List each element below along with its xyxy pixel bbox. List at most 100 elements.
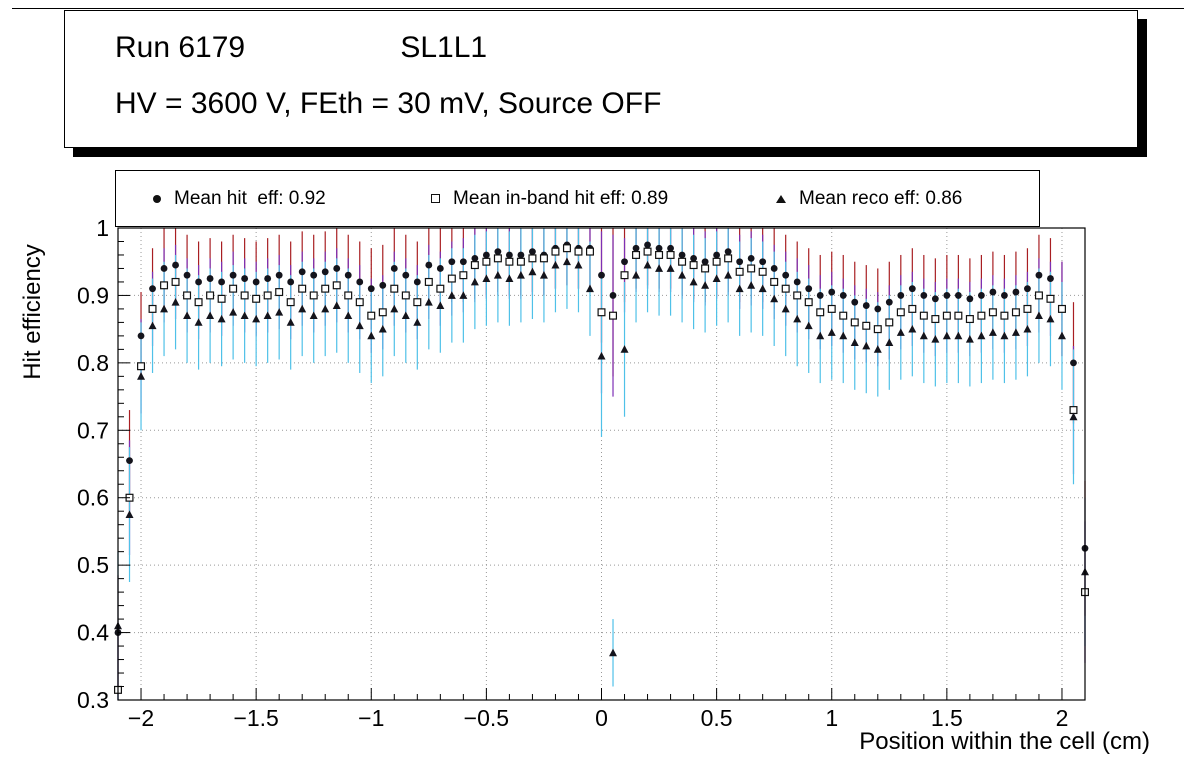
data-point-triangle <box>367 331 376 340</box>
data-point-circle <box>644 241 651 249</box>
data-point-square <box>862 321 871 330</box>
data-point-square <box>896 308 905 317</box>
data-point-triangle <box>459 291 468 299</box>
data-point-triangle <box>873 345 882 353</box>
data-point-circle <box>149 285 156 293</box>
data-point-triangle <box>1034 311 1043 320</box>
data-point-circle <box>1035 271 1043 279</box>
data-point-circle <box>172 261 179 269</box>
data-point-triangle <box>689 277 698 286</box>
data-point-square <box>885 318 894 327</box>
conditions-label: HV = 3600 V, FEth = 30 mV, Source OFF <box>115 87 662 120</box>
x-tick-label: 0 <box>595 705 608 731</box>
data-point-triangle <box>954 331 963 340</box>
data-point-triangle <box>839 331 848 340</box>
data-point-square <box>574 247 583 256</box>
data-point-circle <box>229 271 237 279</box>
markers-2 <box>114 257 1089 657</box>
data-point-triangle <box>793 314 802 323</box>
data-point-triangle <box>965 335 974 343</box>
data-point-triangle <box>332 301 341 309</box>
data-point-square <box>528 254 537 263</box>
data-point-triangle <box>401 311 410 320</box>
data-point-square <box>735 267 744 276</box>
data-point-triangle <box>850 338 859 347</box>
data-point-square <box>816 308 825 317</box>
data-point-square <box>655 250 664 259</box>
data-point-triangle <box>551 260 560 269</box>
data-point-circle <box>506 251 513 259</box>
data-point-circle <box>310 271 318 279</box>
data-point-circle <box>690 254 697 262</box>
data-point-triangle <box>562 257 571 266</box>
data-point-circle <box>759 258 767 266</box>
data-point-square <box>908 304 917 313</box>
data-point-square <box>160 281 169 290</box>
data-point-triangle <box>655 264 664 272</box>
data-point-square <box>470 261 479 270</box>
data-point-circle <box>413 278 421 286</box>
run-label: Run 6179 <box>115 31 246 64</box>
data-point-circle <box>621 258 628 266</box>
x-tick-label: 1 <box>825 705 838 731</box>
data-point-triangle <box>447 291 456 299</box>
data-point-square <box>988 308 997 317</box>
data-point-square <box>171 277 180 286</box>
data-point-circle <box>989 288 997 296</box>
data-point-triangle <box>804 321 813 330</box>
data-point-circle <box>448 258 456 266</box>
data-point-circle <box>678 251 686 259</box>
data-point-circle <box>126 457 133 465</box>
data-point-circle <box>816 292 824 299</box>
data-point-triangle <box>712 274 721 282</box>
data-point-square <box>332 281 341 290</box>
data-point-square <box>344 291 353 300</box>
data-point-triangle <box>137 372 146 380</box>
data-point-circle <box>828 288 836 296</box>
data-point-circle <box>379 281 387 289</box>
data-point-triangle <box>378 324 387 333</box>
data-point-circle <box>344 271 352 279</box>
data-point-square <box>1046 294 1055 303</box>
data-point-square <box>977 311 986 320</box>
x-tick-label: 2 <box>1056 705 1069 731</box>
data-point-square <box>298 284 307 293</box>
data-point-triangle <box>355 321 364 330</box>
data-point-triangle <box>862 341 871 350</box>
data-point-circle <box>160 265 168 272</box>
data-point-triangle <box>1000 331 1009 340</box>
data-point-triangle <box>977 331 986 340</box>
data-point-triangle <box>528 267 537 276</box>
data-point-square <box>390 284 399 293</box>
data-point-square <box>643 247 652 256</box>
data-point-square <box>424 277 433 286</box>
data-point-triangle <box>724 271 733 279</box>
data-point-square <box>436 284 445 293</box>
data-point-square <box>367 311 376 320</box>
data-point-circle <box>425 261 433 269</box>
data-point-square <box>252 294 261 303</box>
data-point-triangle <box>240 311 249 320</box>
data-point-circle <box>747 254 755 262</box>
data-point-circle <box>390 265 398 272</box>
x-tick-label: −1.5 <box>233 705 278 731</box>
data-point-triangle <box>988 328 997 336</box>
data-point-square <box>919 311 928 320</box>
layer-label: SL1L1 <box>400 31 488 64</box>
data-point-triangle <box>1069 412 1078 421</box>
data-point-circle <box>218 278 226 286</box>
data-point-square <box>781 284 790 293</box>
y-tick-label: 0.6 <box>77 485 109 511</box>
data-point-circle <box>713 251 721 259</box>
data-point-circle <box>252 278 260 286</box>
data-point-circle <box>632 244 640 252</box>
data-point-square <box>1034 291 1043 300</box>
data-point-circle <box>1070 359 1077 367</box>
data-point-square <box>701 264 710 273</box>
data-point-square <box>355 298 364 307</box>
data-point-circle <box>736 258 744 266</box>
y-axis-title: Hit efficiency <box>19 244 46 380</box>
data-point-triangle <box>885 338 894 347</box>
data-point-triangle <box>171 297 180 306</box>
